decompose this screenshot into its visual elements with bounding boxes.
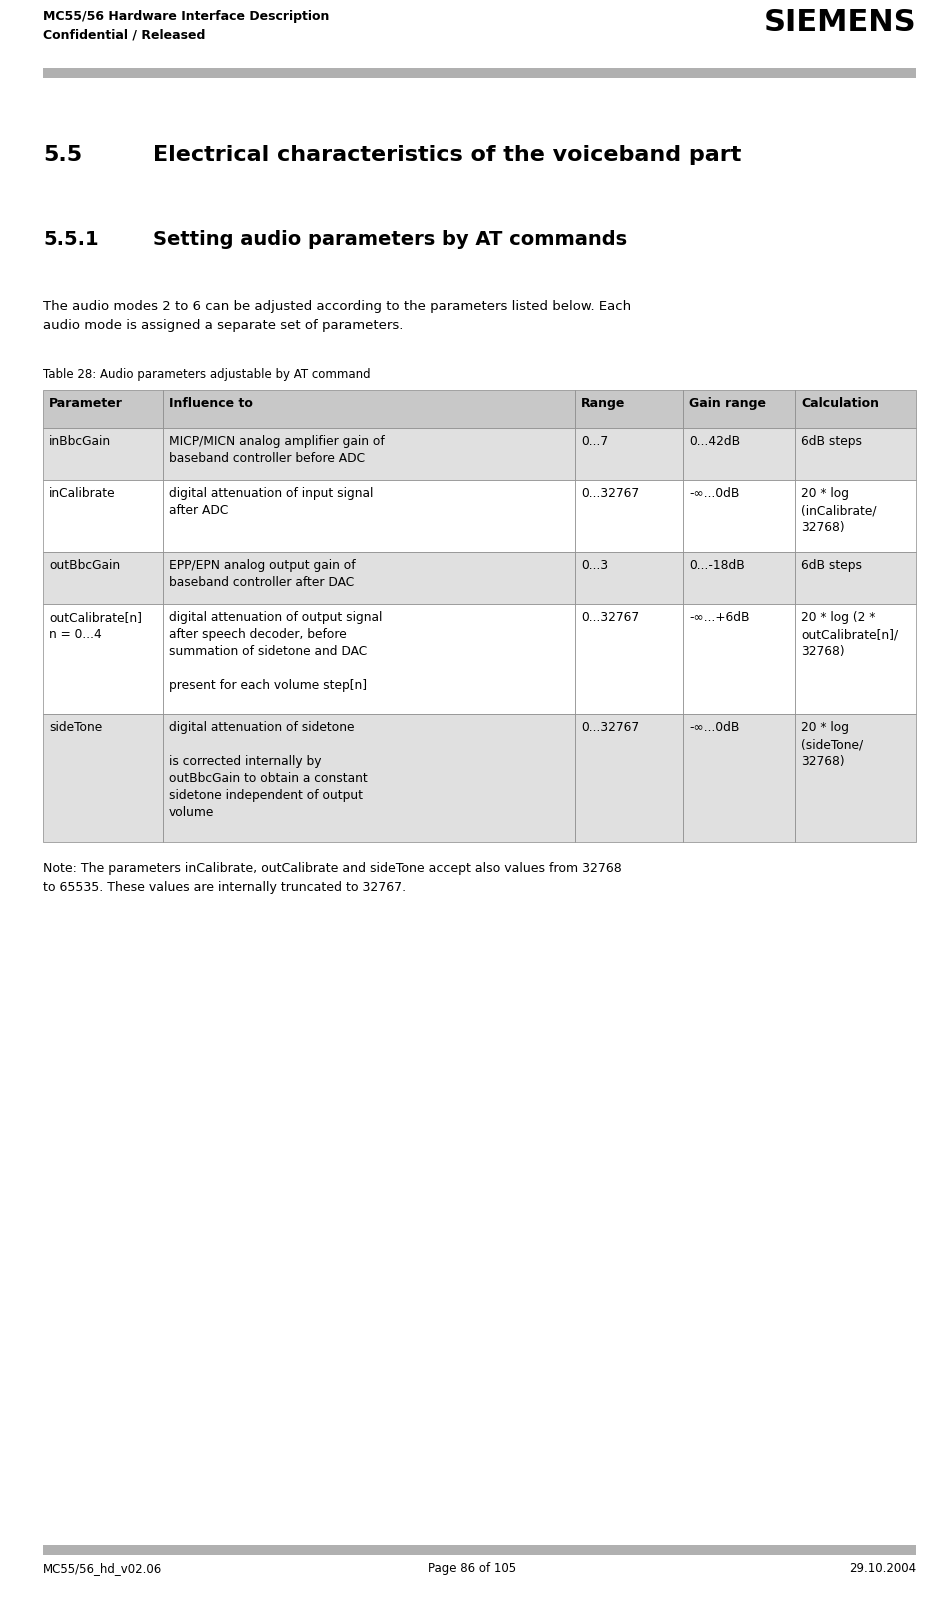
Text: digital attenuation of sidetone

is corrected internally by
outBbcGain to obtain: digital attenuation of sidetone is corre…: [169, 722, 368, 819]
Bar: [575, 714, 683, 841]
Bar: [163, 714, 575, 841]
Text: Table 28: Audio parameters adjustable by AT command: Table 28: Audio parameters adjustable by…: [43, 367, 371, 380]
Bar: [575, 604, 683, 714]
Text: 0...-18dB: 0...-18dB: [689, 558, 745, 573]
Bar: [795, 429, 916, 481]
Bar: [163, 552, 575, 604]
Bar: [43, 552, 163, 604]
Text: 0...32767: 0...32767: [581, 722, 639, 735]
Bar: [163, 604, 575, 714]
Text: EPP/EPN analog output gain of
baseband controller after DAC: EPP/EPN analog output gain of baseband c…: [169, 558, 356, 589]
Text: 29.10.2004: 29.10.2004: [849, 1561, 916, 1574]
Bar: [575, 552, 683, 604]
Text: Setting audio parameters by AT commands: Setting audio parameters by AT commands: [153, 230, 627, 249]
Text: 0...3: 0...3: [581, 558, 608, 573]
Text: Calculation: Calculation: [801, 396, 879, 409]
Text: digital attenuation of output signal
after speech decoder, before
summation of s: digital attenuation of output signal aft…: [169, 612, 382, 693]
Text: 6dB steps: 6dB steps: [801, 558, 862, 573]
Text: Confidential / Released: Confidential / Released: [43, 28, 206, 40]
Bar: [43, 390, 163, 429]
Text: 5.5.1: 5.5.1: [43, 230, 98, 249]
Text: outBbcGain: outBbcGain: [49, 558, 120, 573]
Bar: [163, 390, 575, 429]
Bar: [683, 552, 795, 604]
Text: -∞...+6dB: -∞...+6dB: [689, 612, 750, 625]
Text: 20 * log
(sideTone/
32768): 20 * log (sideTone/ 32768): [801, 722, 863, 769]
Bar: [43, 714, 163, 841]
Bar: [163, 429, 575, 481]
Text: inCalibrate: inCalibrate: [49, 487, 115, 500]
Text: 6dB steps: 6dB steps: [801, 435, 862, 448]
Text: Electrical characteristics of the voiceband part: Electrical characteristics of the voiceb…: [153, 146, 741, 165]
Text: 0...42dB: 0...42dB: [689, 435, 740, 448]
Bar: [795, 481, 916, 552]
Bar: [683, 604, 795, 714]
Bar: [43, 429, 163, 481]
Bar: [683, 390, 795, 429]
Bar: [163, 481, 575, 552]
Bar: [795, 604, 916, 714]
Bar: [795, 714, 916, 841]
Bar: [795, 552, 916, 604]
Text: MICP/MICN analog amplifier gain of
baseband controller before ADC: MICP/MICN analog amplifier gain of baseb…: [169, 435, 385, 464]
Text: 0...32767: 0...32767: [581, 612, 639, 625]
Text: SIEMENS: SIEMENS: [764, 8, 916, 37]
Text: Gain range: Gain range: [689, 396, 766, 409]
Text: 5.5: 5.5: [43, 146, 82, 165]
Bar: [683, 429, 795, 481]
Text: outCalibrate[n]
n = 0...4: outCalibrate[n] n = 0...4: [49, 612, 142, 641]
Bar: [575, 429, 683, 481]
Bar: [43, 481, 163, 552]
Bar: [575, 481, 683, 552]
Text: inBbcGain: inBbcGain: [49, 435, 111, 448]
Text: The audio modes 2 to 6 can be adjusted according to the parameters listed below.: The audio modes 2 to 6 can be adjusted a…: [43, 299, 632, 332]
Bar: [43, 1545, 916, 1555]
Bar: [795, 390, 916, 429]
Text: -∞...0dB: -∞...0dB: [689, 487, 739, 500]
Bar: [683, 481, 795, 552]
Text: Page 86 of 105: Page 86 of 105: [428, 1561, 516, 1574]
Text: 0...7: 0...7: [581, 435, 608, 448]
Text: 20 * log
(inCalibrate/
32768): 20 * log (inCalibrate/ 32768): [801, 487, 876, 534]
Bar: [683, 714, 795, 841]
Bar: [575, 390, 683, 429]
Text: Note: The parameters inCalibrate, outCalibrate and sideTone accept also values f: Note: The parameters inCalibrate, outCal…: [43, 862, 622, 895]
Text: 20 * log (2 *
outCalibrate[n]/
32768): 20 * log (2 * outCalibrate[n]/ 32768): [801, 612, 898, 659]
Text: Influence to: Influence to: [169, 396, 253, 409]
Text: MC55/56_hd_v02.06: MC55/56_hd_v02.06: [43, 1561, 162, 1574]
Text: -∞...0dB: -∞...0dB: [689, 722, 739, 735]
Text: Range: Range: [581, 396, 625, 409]
Bar: [43, 68, 916, 78]
Bar: [43, 604, 163, 714]
Text: Parameter: Parameter: [49, 396, 123, 409]
Text: sideTone: sideTone: [49, 722, 102, 735]
Text: MC55/56 Hardware Interface Description: MC55/56 Hardware Interface Description: [43, 10, 329, 23]
Text: digital attenuation of input signal
after ADC: digital attenuation of input signal afte…: [169, 487, 374, 518]
Text: 0...32767: 0...32767: [581, 487, 639, 500]
